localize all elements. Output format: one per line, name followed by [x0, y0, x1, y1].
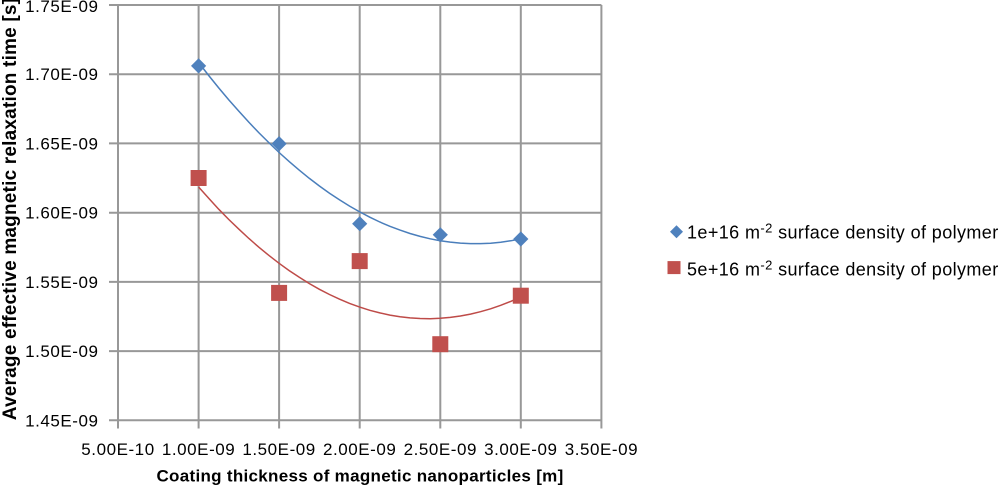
svg-text:1.75E-09: 1.75E-09 [25, 0, 98, 16]
svg-text:1.50E-09: 1.50E-09 [242, 440, 315, 459]
svg-text:2.50E-09: 2.50E-09 [404, 440, 477, 459]
svg-text:1.60E-09: 1.60E-09 [25, 204, 98, 223]
svg-text:1e+16 m-2 surface density of p: 1e+16 m-2 surface density of polymer [687, 221, 999, 243]
svg-text:1.45E-09: 1.45E-09 [25, 411, 98, 430]
svg-text:1.00E-09: 1.00E-09 [162, 440, 235, 459]
svg-text:3.50E-09: 3.50E-09 [565, 440, 638, 459]
svg-text:1.50E-09: 1.50E-09 [25, 342, 98, 361]
svg-text:1.70E-09: 1.70E-09 [25, 65, 98, 84]
svg-text:5.00E-10: 5.00E-10 [81, 440, 154, 459]
svg-text:Average effective magnetic rel: Average effective magnetic relaxation ti… [0, 0, 21, 420]
svg-text:3.00E-09: 3.00E-09 [484, 440, 557, 459]
svg-text:5e+16 m-2 surface density of p: 5e+16 m-2 surface density of polymer [687, 257, 999, 279]
svg-text:Coating thickness of magnetic: Coating thickness of magnetic nanopartic… [156, 467, 563, 486]
svg-text:1.65E-09: 1.65E-09 [25, 134, 98, 153]
svg-text:1.55E-09: 1.55E-09 [25, 273, 98, 292]
svg-text:2.00E-09: 2.00E-09 [323, 440, 396, 459]
